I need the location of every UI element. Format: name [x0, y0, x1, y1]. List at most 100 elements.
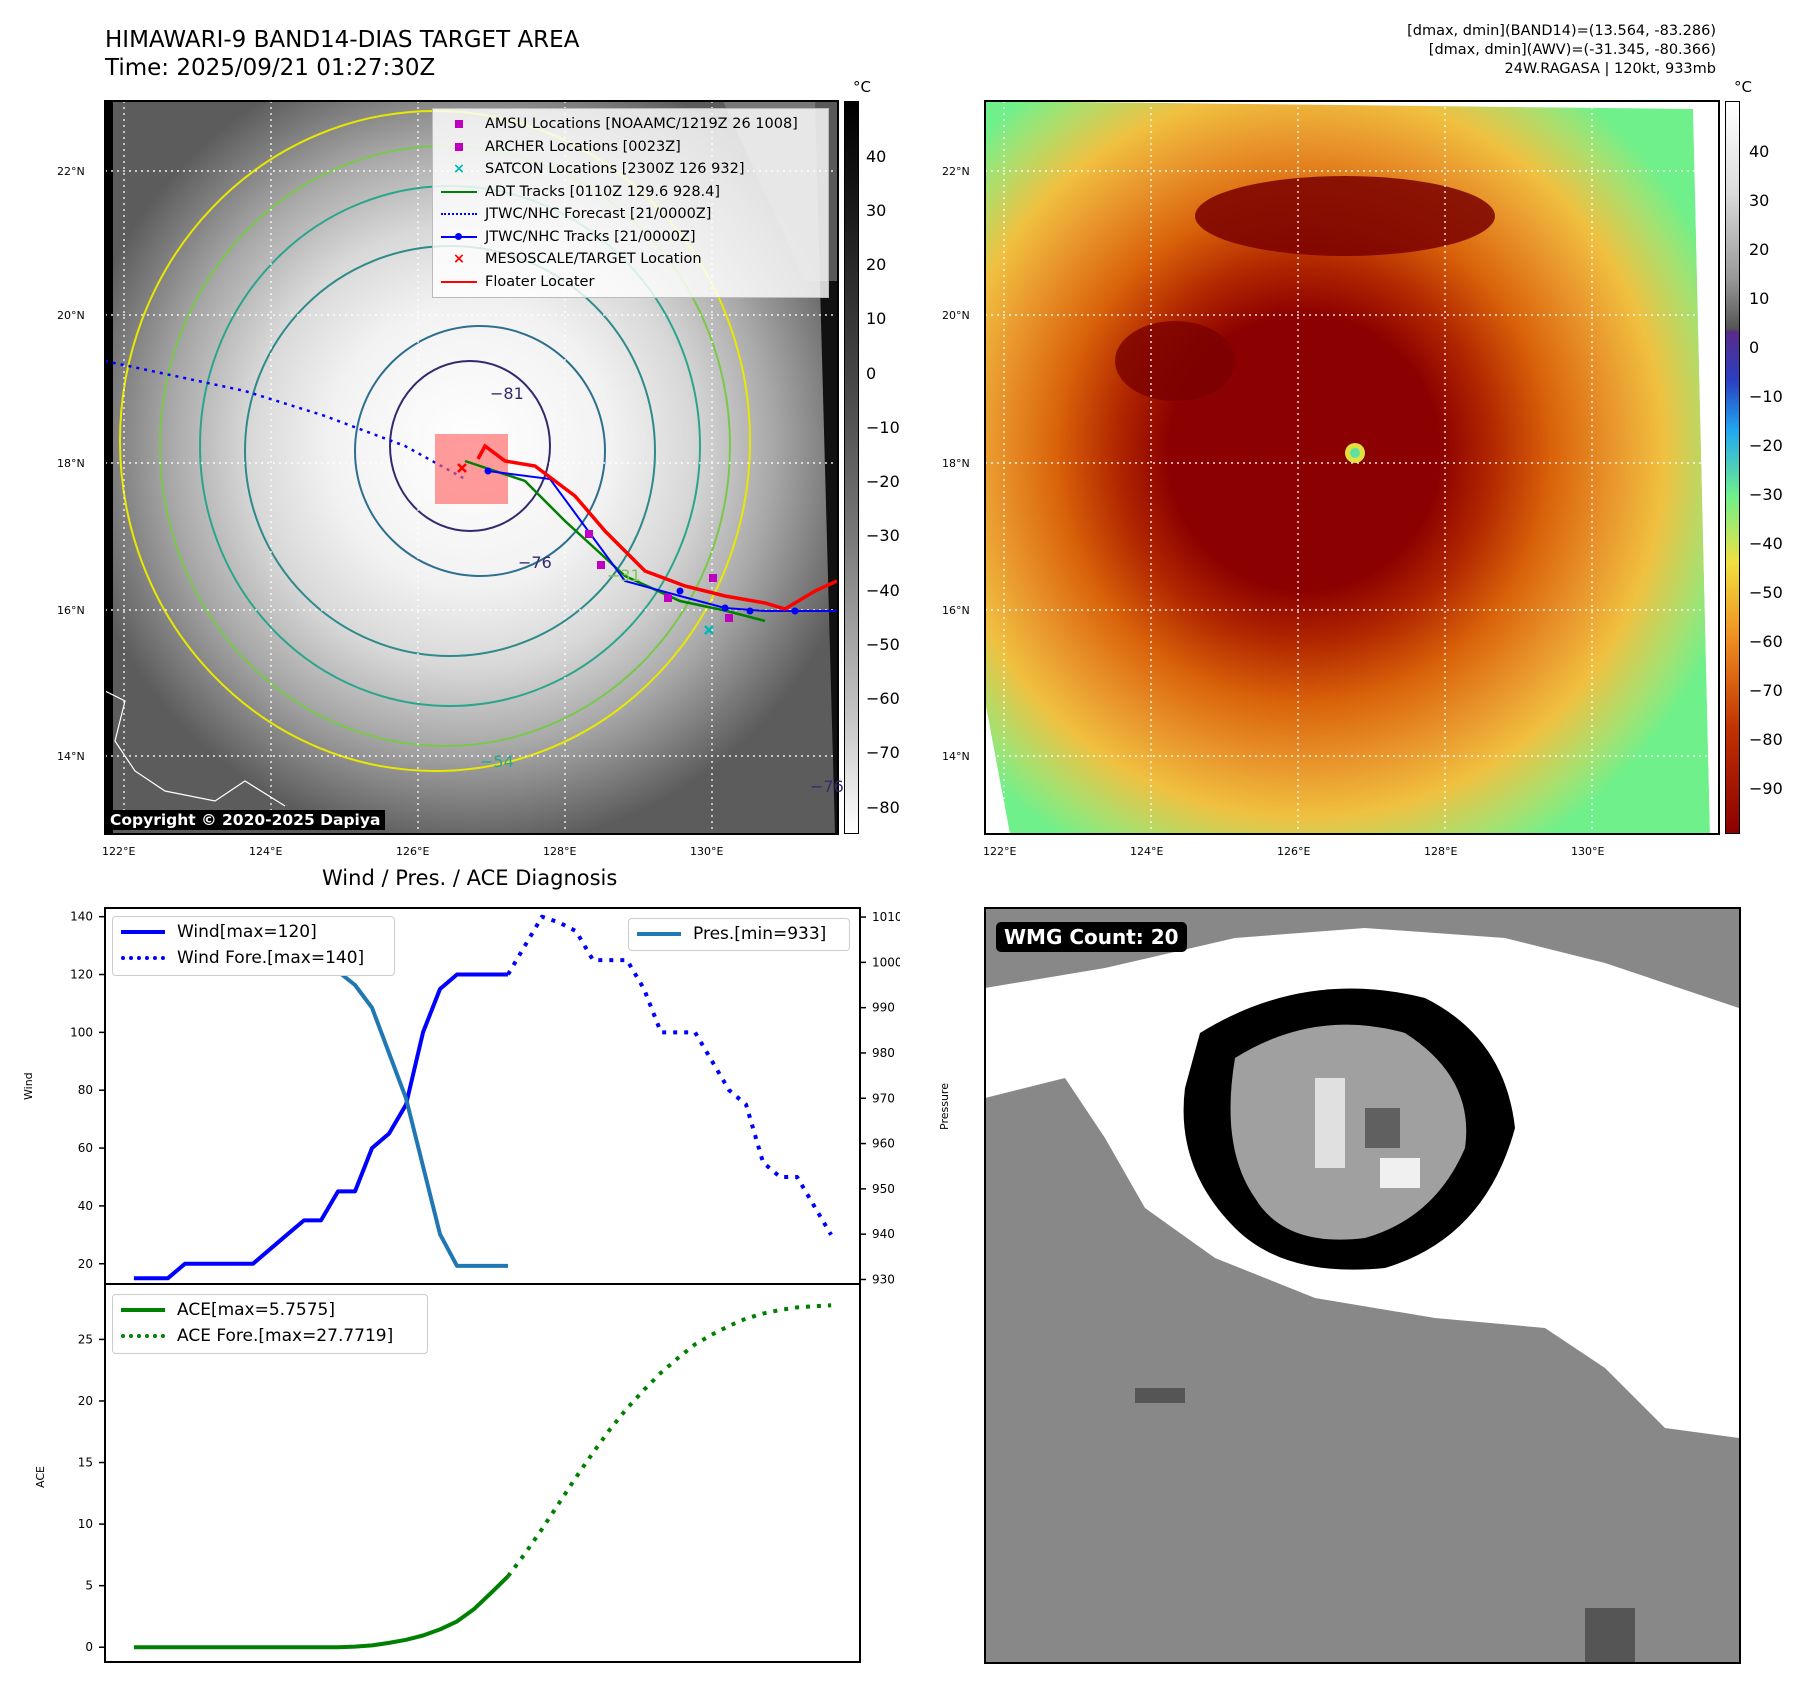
legend-item-jtwc-tracks: JTWC/NHC Tracks [21/0000Z]	[441, 226, 820, 249]
lat-label: 18°N	[57, 457, 85, 470]
blue-line-dot-icon	[441, 229, 477, 245]
colorbar-tick: 40	[866, 147, 887, 166]
lon-label: 126°E	[1277, 845, 1311, 858]
colorbar-tick: 30	[1749, 191, 1770, 210]
blue-dotted-line-icon	[441, 206, 477, 222]
legend-label: Wind[max=120]	[177, 922, 317, 942]
lon-label: 128°E	[543, 845, 577, 858]
legend-item-mesoscale: × MESOSCALE/TARGET Location	[441, 248, 820, 271]
legend-label: Pres.[min=933]	[693, 924, 827, 944]
satcon-marker	[704, 625, 714, 635]
wind-tick-label: 40	[78, 1199, 93, 1213]
colorbar-tick: −80	[866, 798, 900, 817]
contour-label: −54	[480, 752, 514, 771]
colorbar-tick: 30	[866, 201, 887, 220]
lat-label: 18°N	[942, 457, 970, 470]
pressure-tick-label: 960	[872, 1137, 895, 1151]
wind-tick-label: 20	[78, 1257, 93, 1271]
lat-label: 14°N	[57, 750, 85, 763]
colorbar-tick: 10	[1749, 289, 1770, 308]
lat-label: 16°N	[942, 604, 970, 617]
lon-label: 130°E	[1571, 845, 1605, 858]
ace-series-line	[133, 1574, 510, 1650]
legend-item-adt: ADT Tracks [0110Z 129.6 928.4]	[441, 181, 820, 204]
legend-label: Floater Locater	[485, 273, 595, 290]
colorbar-tick: −50	[1749, 583, 1783, 602]
legend-item-wind: Wind[max=120]	[121, 919, 386, 945]
colorbar-tick: −90	[1749, 779, 1783, 798]
satellite-ir-panel-frame	[104, 100, 839, 835]
wmg-imagery	[985, 908, 1739, 1663]
mesoscale-target-marker	[457, 463, 467, 473]
wind-series-line	[133, 972, 508, 1281]
pressure-tick-label: 990	[872, 1001, 895, 1015]
legend-label: ACE Fore.[max=27.7719]	[177, 1326, 394, 1346]
legend-label: AMSU Locations [NOAAMC/1219Z 26 1008]	[485, 116, 798, 132]
figure-title-line1: HIMAWARI-9 BAND14-DIAS TARGET AREA	[105, 27, 580, 53]
legend-label: MESOSCALE/TARGET Location	[485, 251, 702, 267]
legend-label: Wind Fore.[max=140]	[177, 948, 365, 968]
legend-label: ADT Tracks [0110Z 129.6 928.4]	[485, 183, 721, 200]
green-line-icon	[441, 184, 477, 200]
colorbar-tick: 20	[866, 255, 887, 274]
lat-label: 22°N	[57, 165, 85, 178]
pressure-tick-label: 970	[872, 1091, 895, 1105]
colorbar-tick: 40	[1749, 142, 1770, 161]
legend-label: ARCHER Locations [0023Z]	[485, 138, 681, 155]
magenta-square-icon	[441, 139, 477, 155]
contour-label: −76	[518, 553, 552, 572]
wind-tick-label: 60	[78, 1141, 93, 1155]
header-stats-line1: [dmax, dmin](BAND14)=(13.564, -83.286)	[1407, 23, 1716, 39]
ace-tick-label: 20	[78, 1394, 93, 1408]
diagnosis-title: Wind / Pres. / ACE Diagnosis	[322, 866, 618, 890]
legend-item-pressure: Pres.[min=933]	[637, 921, 841, 947]
green-dotted-line-icon	[121, 1334, 165, 1338]
ace-tick-label: 10	[78, 1517, 93, 1531]
ace-axis-label: ACE	[34, 1466, 47, 1488]
legend-label: JTWC/NHC Forecast [21/0000Z]	[485, 206, 712, 222]
pressure-legend: Pres.[min=933]	[628, 918, 850, 951]
ace-tick-label: 15	[78, 1456, 93, 1470]
figure-title-line2: Time: 2025/09/21 01:27:30Z	[105, 55, 436, 81]
wind-tick-label: 80	[78, 1083, 93, 1097]
contour-label: −31	[607, 566, 641, 585]
colorbar-unit: °C	[1734, 78, 1752, 96]
floater-track	[476, 443, 837, 611]
lon-label: 122°E	[102, 845, 136, 858]
lat-label: 16°N	[57, 604, 85, 617]
legend-label: JTWC/NHC Tracks [21/0000Z]	[485, 228, 696, 245]
legend-item-ace-fore: ACE Fore.[max=27.7719]	[121, 1323, 419, 1349]
blue-dotted-line-icon	[121, 956, 165, 960]
pressure-tick-label: 980	[872, 1046, 895, 1060]
colorbar-tick: −60	[1749, 632, 1783, 651]
pressure-tick-label: 950	[872, 1182, 895, 1196]
colorbar-tick: 10	[866, 309, 887, 328]
magenta-square-icon	[441, 116, 477, 132]
header-stats-line2: [dmax, dmin](AWV)=(-31.345, -80.366)	[1428, 42, 1716, 58]
legend-item-amsu: AMSU Locations [NOAAMC/1219Z 26 1008]	[441, 113, 820, 136]
pressure-tick-label: 1010	[872, 910, 900, 924]
jtwc-forecast-track	[105, 359, 466, 481]
pressure-axis-label: Pressure	[938, 1083, 951, 1130]
red-x-icon: ×	[452, 251, 466, 268]
wind-tick-label: 140	[70, 910, 93, 924]
diagnosis-chart: 1401201008060402010101000990980970960950…	[70, 907, 900, 1663]
colorbar-tick: −10	[1749, 387, 1783, 406]
legend-item-archer: ARCHER Locations [0023Z]	[441, 136, 820, 159]
awv-panel-frame	[984, 100, 1720, 835]
colorbar-tick: −80	[1749, 730, 1783, 749]
legend-item-ace: ACE[max=5.7575]	[121, 1297, 419, 1323]
colorbar-tick: −30	[866, 526, 900, 545]
contour-label: −76	[810, 777, 844, 796]
lon-label: 124°E	[249, 845, 283, 858]
colorbar-tick: −20	[1749, 436, 1783, 455]
lat-label: 22°N	[942, 165, 970, 178]
wind-axis-label: Wind	[22, 1072, 35, 1100]
lat-label: 20°N	[942, 309, 970, 322]
colorbar-tick: −20	[866, 472, 900, 491]
colorbar-tick: −10	[866, 418, 900, 437]
header-storm-info: 24W.RAGASA | 120kt, 933mb	[1504, 61, 1716, 77]
legend-item-jtwc-forecast: JTWC/NHC Forecast [21/0000Z]	[441, 203, 820, 226]
legend-label: ACE[max=5.7575]	[177, 1300, 335, 1320]
colorbar-tick: −30	[1749, 485, 1783, 504]
